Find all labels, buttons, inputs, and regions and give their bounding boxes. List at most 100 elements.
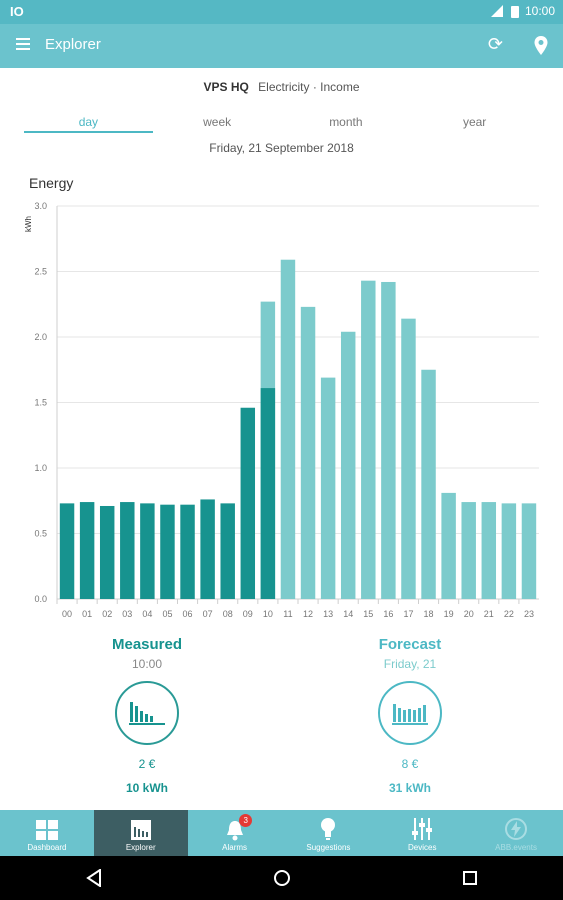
forecast-bar bbox=[340, 331, 356, 599]
x-tick-label: 15 bbox=[363, 609, 373, 619]
hamburger-icon[interactable] bbox=[16, 38, 30, 50]
x-tick-label: 04 bbox=[142, 609, 152, 619]
nav-abb-events[interactable]: ABB.events bbox=[469, 810, 563, 856]
x-tick-label: 06 bbox=[183, 609, 193, 619]
x-tick-label: 22 bbox=[504, 609, 514, 619]
x-tick-label: 17 bbox=[403, 609, 413, 619]
nav-alarms[interactable]: 3 Alarms bbox=[188, 810, 282, 856]
forecast-bar bbox=[280, 259, 296, 599]
x-tick-label: 08 bbox=[223, 609, 233, 619]
forecast-bar bbox=[320, 377, 336, 599]
measured-bar bbox=[220, 503, 235, 599]
clock: 10:00 bbox=[524, 4, 555, 18]
nav-devices[interactable]: Devices bbox=[375, 810, 469, 856]
forecast-bar bbox=[461, 502, 476, 599]
lightbulb-icon bbox=[319, 817, 337, 841]
forecast-title: Forecast bbox=[378, 636, 442, 653]
forecast-cost: 8 € bbox=[401, 757, 419, 771]
x-tick-label: 13 bbox=[323, 609, 333, 619]
page-title: Explorer bbox=[45, 36, 101, 53]
forecast-bar bbox=[481, 502, 497, 599]
x-tick-label: 01 bbox=[82, 609, 92, 619]
tab-day[interactable]: day bbox=[24, 115, 153, 133]
x-tick-label: 02 bbox=[102, 609, 112, 619]
app-notification-icon: IO bbox=[10, 4, 24, 19]
back-icon[interactable] bbox=[85, 869, 102, 887]
nav-explorer[interactable]: Explorer bbox=[93, 810, 188, 856]
bottom-nav: Dashboard Explorer 3 Alarms Suggestions … bbox=[0, 810, 563, 856]
measured-bar bbox=[200, 499, 215, 599]
bell-icon bbox=[225, 817, 245, 841]
forecast-bar bbox=[401, 318, 416, 599]
period-tabs: day week month year bbox=[24, 115, 539, 133]
signal-icon bbox=[490, 5, 503, 17]
y-axis-label: kWh bbox=[24, 216, 33, 232]
measured-bar bbox=[180, 504, 195, 599]
y-tick-label: 1.5 bbox=[34, 398, 47, 408]
nav-alarms-label: Alarms bbox=[222, 843, 248, 852]
nav-suggestions-label: Suggestions bbox=[306, 843, 351, 852]
forecast-date: Friday, 21 bbox=[383, 657, 437, 671]
x-tick-label: 14 bbox=[343, 609, 353, 619]
y-tick-label: 2.0 bbox=[34, 332, 47, 342]
x-tick-label: 05 bbox=[162, 609, 172, 619]
sliders-icon bbox=[411, 817, 433, 841]
x-tick-label: 11 bbox=[283, 609, 292, 619]
tab-year[interactable]: year bbox=[462, 115, 487, 129]
site-header: VPS HQ Electricity · Income bbox=[0, 80, 563, 94]
meter-name[interactable]: Electricity · Income bbox=[258, 80, 360, 94]
y-tick-label: 3.0 bbox=[34, 201, 47, 211]
x-tick-label: 00 bbox=[62, 609, 72, 619]
explorer-icon bbox=[130, 817, 152, 841]
x-tick-label: 19 bbox=[444, 609, 454, 619]
nav-suggestions[interactable]: Suggestions bbox=[281, 810, 375, 856]
x-tick-label: 07 bbox=[203, 609, 213, 619]
measured-bar bbox=[59, 503, 75, 599]
refresh-icon[interactable]: ⟳ bbox=[487, 34, 503, 54]
measured-bar bbox=[99, 505, 115, 599]
chart-title: Energy bbox=[29, 175, 74, 191]
x-tick-label: 12 bbox=[303, 609, 313, 619]
measured-energy: 10 kWh bbox=[125, 781, 168, 795]
nav-dashboard[interactable]: Dashboard bbox=[0, 810, 94, 856]
lightning-icon bbox=[504, 817, 528, 841]
nav-devices-label: Devices bbox=[408, 843, 437, 852]
forecast-bar bbox=[501, 503, 517, 599]
measured-time: 10:00 bbox=[131, 657, 163, 671]
forecast-chart-icon[interactable] bbox=[378, 681, 442, 745]
app-bar: Explorer ⟳ bbox=[0, 24, 563, 68]
measured-panel: Measured 10:00 2 € 10 kWh bbox=[47, 636, 247, 795]
nav-explorer-label: Explorer bbox=[125, 843, 156, 852]
forecast-bar bbox=[381, 281, 396, 599]
forecast-bar bbox=[300, 306, 316, 599]
y-tick-label: 1.0 bbox=[34, 463, 47, 473]
x-tick-label: 10 bbox=[263, 609, 273, 619]
site-name[interactable]: VPS HQ bbox=[203, 80, 249, 94]
x-tick-label: 20 bbox=[464, 609, 474, 619]
y-tick-label: 2.5 bbox=[34, 267, 47, 277]
home-icon[interactable] bbox=[273, 869, 291, 887]
measured-bar bbox=[240, 407, 256, 599]
measured-bar bbox=[79, 502, 95, 599]
x-tick-label: 21 bbox=[484, 609, 494, 619]
y-tick-label: 0.5 bbox=[34, 529, 47, 539]
recents-icon[interactable] bbox=[462, 870, 478, 886]
nav-dashboard-label: Dashboard bbox=[27, 843, 67, 852]
nav-abb-events-label: ABB.events bbox=[495, 843, 537, 852]
status-bar: IO 10:00 bbox=[0, 0, 563, 24]
forecast-bar bbox=[441, 492, 456, 599]
measured-chart-icon[interactable] bbox=[115, 681, 179, 745]
location-pin-icon[interactable] bbox=[533, 35, 549, 57]
y-tick-label: 0.0 bbox=[34, 594, 47, 604]
selected-date[interactable]: Friday, 21 September 2018 bbox=[209, 141, 354, 155]
system-nav-bar bbox=[0, 856, 563, 900]
x-tick-label: 18 bbox=[424, 609, 434, 619]
forecast-energy: 31 kWh bbox=[388, 781, 431, 795]
measured-title: Measured bbox=[111, 636, 183, 653]
measured-bar bbox=[260, 388, 276, 599]
tab-week[interactable]: week bbox=[203, 115, 232, 129]
forecast-bar bbox=[361, 280, 376, 599]
tab-month[interactable]: month bbox=[329, 115, 363, 129]
x-tick-label: 23 bbox=[524, 609, 534, 619]
